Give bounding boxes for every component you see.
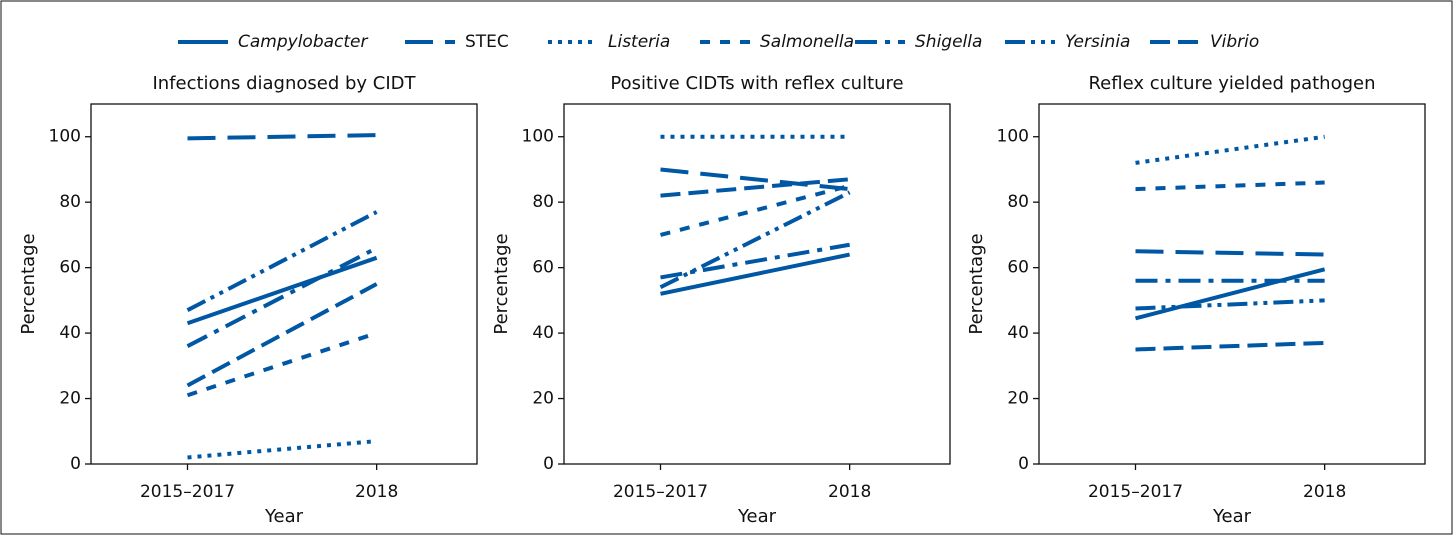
y-tick-label: 100 — [49, 127, 81, 147]
series-line — [187, 133, 377, 141]
plot-area — [1038, 103, 1426, 465]
legend-label: Shigella — [915, 32, 982, 52]
series-line — [1135, 340, 1325, 352]
y-tick-label: 100 — [522, 127, 554, 147]
legend-label: Salmonella — [760, 32, 854, 52]
x-tick-label: 2015–2017 — [140, 482, 235, 502]
legend-label: STEC — [465, 32, 509, 52]
y-tick-label: 80 — [1007, 192, 1029, 212]
series-line — [186, 331, 378, 398]
x-axis-label: Year — [1212, 506, 1252, 527]
plot-area — [563, 103, 951, 465]
x-tick-label: 2018 — [1303, 482, 1346, 502]
x-tick-label: 2018 — [828, 482, 871, 502]
y-tick-label: 60 — [1007, 258, 1029, 278]
chart-title: Reflex culture yielded pathogen — [1088, 73, 1375, 94]
y-tick-label: 60 — [532, 258, 554, 278]
y-tick-label: 60 — [59, 258, 81, 278]
y-tick-label: 20 — [1007, 389, 1029, 409]
plot-area — [90, 103, 478, 465]
y-axis-label: Percentage — [491, 233, 512, 334]
y-tick-label: 100 — [997, 127, 1029, 147]
y-tick-label: 40 — [59, 323, 81, 343]
y-tick-label: 0 — [1018, 454, 1029, 474]
series-line — [186, 282, 378, 388]
series-line — [1135, 298, 1325, 311]
series-line — [1134, 267, 1326, 321]
x-axis-label: Year — [264, 506, 304, 527]
y-tick-label: 20 — [532, 389, 554, 409]
series-line — [1135, 180, 1325, 192]
y-axis-label: Percentage — [966, 233, 987, 334]
y-tick-label: 40 — [1007, 323, 1029, 343]
y-tick-label: 80 — [532, 192, 554, 212]
legend-label: Listeria — [608, 32, 670, 52]
y-tick-label: 40 — [532, 323, 554, 343]
series-line — [660, 177, 850, 198]
y-tick-label: 20 — [59, 389, 81, 409]
series-line — [1135, 249, 1325, 257]
y-tick-label: 0 — [543, 454, 554, 474]
x-tick-label: 2018 — [355, 482, 398, 502]
series-line — [659, 183, 851, 237]
series-line — [660, 252, 851, 296]
y-axis-label: Percentage — [18, 233, 39, 334]
series-line — [659, 190, 851, 290]
y-tick-label: 80 — [59, 192, 81, 212]
legend-label: Yersinia — [1065, 32, 1130, 52]
legend-label: Vibrio — [1210, 32, 1259, 52]
series-line — [186, 246, 378, 348]
chart-title: Positive CIDTs with reflex culture — [610, 73, 903, 94]
x-tick-label: 2015–2017 — [1088, 482, 1183, 502]
series-line — [660, 167, 850, 192]
x-axis-label: Year — [737, 506, 777, 527]
x-tick-label: 2015–2017 — [613, 482, 708, 502]
series-line — [1135, 134, 1325, 165]
series-line — [187, 439, 377, 460]
series-line — [186, 210, 378, 312]
chart-title: Infections diagnosed by CIDT — [152, 73, 416, 94]
series-line — [660, 242, 850, 280]
y-tick-label: 0 — [70, 454, 81, 474]
legend-label: Campylobacter — [238, 32, 369, 52]
series-line — [186, 255, 378, 326]
